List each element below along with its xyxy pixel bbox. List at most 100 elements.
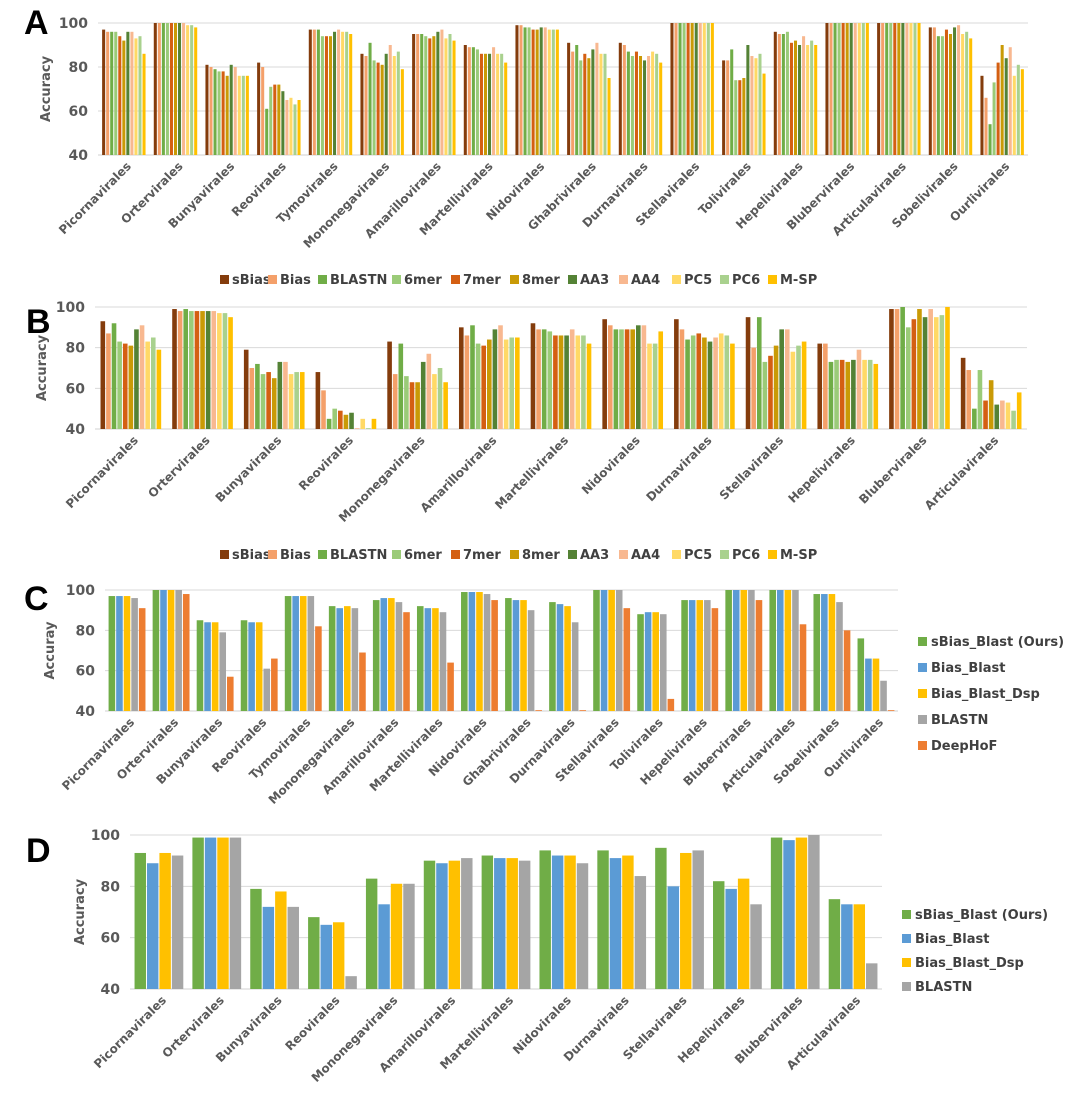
bar [655, 53, 659, 155]
bar [126, 31, 130, 155]
category-group [877, 23, 921, 155]
bar [292, 596, 299, 711]
bar [225, 75, 229, 155]
bar [1020, 69, 1024, 155]
bar [575, 45, 579, 155]
bar [939, 315, 945, 429]
bar [426, 353, 432, 429]
x-tick-label: Bunyavirales [213, 433, 285, 505]
bar [165, 23, 169, 155]
category-group [928, 25, 973, 156]
bar [801, 341, 807, 429]
x-tick-label: Reovirales [283, 993, 343, 1053]
bar [652, 612, 659, 711]
bar [315, 626, 322, 711]
bar [841, 904, 853, 989]
bar [698, 23, 702, 155]
category-group [365, 878, 415, 989]
bar [211, 311, 217, 429]
bar [674, 319, 679, 429]
bar [321, 390, 326, 429]
legend-swatch [268, 550, 277, 559]
legend-item: Bias [268, 548, 311, 563]
bar [372, 60, 376, 155]
bar [128, 345, 134, 429]
bar [509, 337, 515, 429]
bar [992, 82, 996, 155]
y-tick-label: 60 [66, 381, 86, 397]
bar [123, 596, 131, 711]
bar [558, 335, 564, 429]
bar [583, 53, 587, 155]
bar [332, 408, 338, 429]
bar [110, 31, 114, 155]
bar [283, 361, 288, 429]
x-tick-label: Stellavirales [717, 433, 786, 502]
bar [262, 906, 275, 989]
bar [481, 345, 487, 429]
bar [448, 860, 461, 989]
category-group [102, 29, 146, 156]
bar [130, 31, 134, 155]
category-group [153, 23, 198, 156]
bar [336, 608, 344, 711]
bar [409, 382, 415, 429]
bar [530, 323, 536, 429]
bar [773, 31, 777, 155]
legend-swatch [720, 275, 729, 284]
bar [702, 23, 706, 155]
x-tick-label: Picornavirales [56, 159, 134, 237]
bar [211, 622, 219, 711]
bar [738, 80, 742, 155]
bar [332, 922, 345, 989]
bar [487, 339, 492, 429]
bar [169, 23, 173, 155]
y-tick-label: 80 [101, 879, 121, 895]
bar [205, 64, 209, 155]
bar [622, 45, 626, 155]
bar [549, 602, 556, 711]
bar [315, 372, 321, 429]
bar [138, 608, 146, 711]
category-group [461, 592, 498, 711]
bar [146, 863, 159, 989]
bar [961, 34, 965, 155]
bar [547, 331, 553, 429]
bar [996, 62, 1000, 155]
category-group [412, 29, 456, 156]
bar [194, 311, 200, 429]
bar [638, 56, 643, 155]
bar [439, 612, 447, 711]
bar [492, 47, 496, 156]
bar [452, 40, 456, 155]
bar [551, 855, 564, 989]
bar [1008, 47, 1012, 156]
bar [204, 622, 211, 711]
bar [894, 309, 900, 429]
bar [481, 855, 494, 989]
panel-letter: C [24, 580, 49, 618]
bar [694, 23, 698, 155]
bar [658, 331, 664, 429]
bar [436, 31, 440, 155]
y-tick-label: 100 [59, 16, 88, 32]
bar [293, 104, 297, 155]
legend-swatch [720, 550, 729, 559]
bar [364, 56, 368, 155]
bar [644, 612, 652, 711]
panel-letter: B [26, 303, 51, 341]
bar [856, 349, 862, 429]
legend-item: PC6 [720, 548, 760, 563]
bar [600, 590, 608, 711]
legend-item: BLASTN [318, 548, 387, 563]
bar [476, 592, 483, 711]
bar [643, 60, 647, 155]
bar [337, 29, 341, 156]
category-group [713, 878, 762, 989]
bar [853, 23, 857, 155]
bar [243, 349, 249, 429]
bar [613, 329, 619, 429]
bar [634, 876, 647, 989]
bar [424, 36, 428, 156]
x-tick-label: Picornavirales [59, 715, 137, 793]
